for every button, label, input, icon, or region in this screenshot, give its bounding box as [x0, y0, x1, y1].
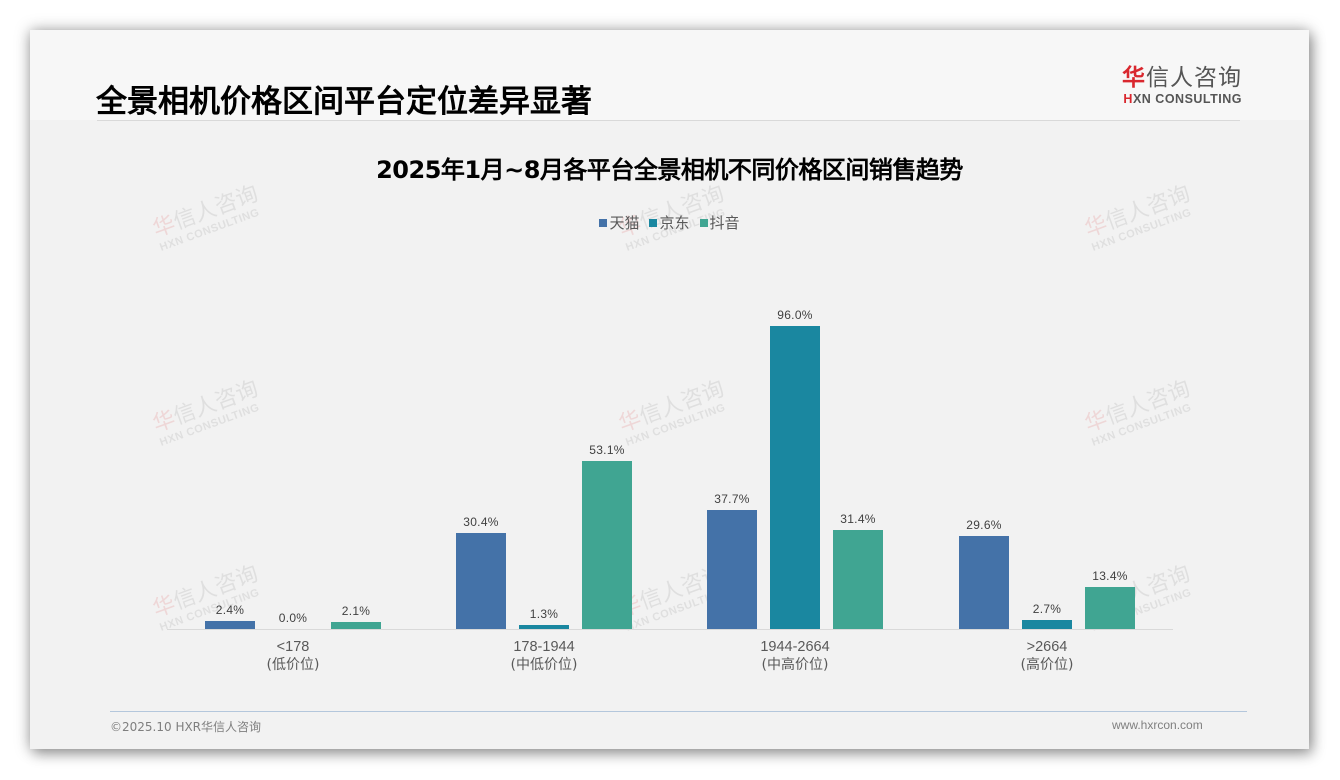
- bar: [1022, 620, 1072, 629]
- logo-en: HXN CONSULTING: [1123, 92, 1242, 106]
- data-label: 2.7%: [1032, 602, 1062, 616]
- bar: [456, 533, 506, 629]
- bar: [519, 625, 569, 629]
- bar: [707, 510, 757, 629]
- slide: 华信人咨询 HXN CONSULTING 华信人咨询 HXN CONSULTIN…: [30, 30, 1309, 749]
- legend-label: 抖音: [709, 214, 740, 232]
- data-label: 31.4%: [840, 512, 876, 526]
- data-label: 29.6%: [966, 518, 1002, 532]
- category-label: <178: [276, 639, 310, 655]
- bar: [205, 621, 255, 629]
- category-sublabel: (中低价位): [510, 657, 578, 673]
- data-label: 53.1%: [589, 443, 625, 457]
- data-label: 30.4%: [463, 515, 499, 529]
- chart-legend: 天猫 京东 抖音: [30, 212, 1309, 233]
- legend-item: 天猫: [599, 212, 639, 233]
- data-label: 0.0%: [278, 611, 308, 625]
- category-sublabel: (中高价位): [761, 657, 829, 673]
- bar: [770, 326, 820, 629]
- data-label: 2.1%: [341, 604, 371, 618]
- bar: [582, 461, 632, 629]
- data-label: 96.0%: [777, 308, 813, 322]
- legend-swatch-icon: [699, 218, 708, 227]
- x-axis-tick-label: 1944-2664 (中高价位): [715, 638, 875, 674]
- legend-swatch-icon: [599, 218, 608, 227]
- data-label: 37.7%: [714, 492, 750, 506]
- x-axis-line: [167, 629, 1173, 630]
- logo-cn: 华信人咨询: [1122, 65, 1242, 91]
- bar: [331, 622, 381, 629]
- bar: [833, 530, 883, 629]
- category-label: >2664: [1026, 639, 1068, 655]
- category-label: 178-1944: [513, 639, 575, 655]
- footer-copyright: ©2025.10 HXR华信人咨询: [110, 720, 262, 734]
- x-axis-tick-label: >2664 (高价位): [967, 638, 1127, 674]
- bar: [1085, 587, 1135, 629]
- bar-chart: 2.4% 0.0% 2.1% <178 (低价位) 30.4% 1.3% 53.1% 178-1…: [30, 30, 1309, 749]
- data-label: 1.3%: [529, 607, 559, 621]
- header-divider: [97, 120, 1240, 121]
- footer-website: www.hxrcon.com: [1112, 718, 1203, 732]
- category-sublabel: (高价位): [1020, 657, 1074, 673]
- legend-label: 天猫: [609, 214, 640, 232]
- legend-swatch-icon: [649, 218, 658, 227]
- legend-label: 京东: [659, 214, 690, 232]
- x-axis-tick-label: <178 (低价位): [213, 638, 373, 674]
- data-label: 2.4%: [215, 603, 245, 617]
- category-sublabel: (低价位): [266, 657, 320, 673]
- slide-header-band: [30, 30, 1309, 120]
- legend-item: 抖音: [699, 212, 740, 233]
- x-axis-tick-label: 178-1944 (中低价位): [464, 638, 624, 674]
- data-label: 13.4%: [1092, 569, 1128, 583]
- company-logo: 华信人咨询 HXN CONSULTING: [1112, 64, 1242, 106]
- footer-divider: [110, 711, 1247, 712]
- chart-title: 2025年1月~8月各平台全景相机不同价格区间销售趋势: [376, 156, 963, 184]
- category-label: 1944-2664: [760, 639, 830, 655]
- bar: [959, 536, 1009, 629]
- legend-item: 京东: [649, 212, 690, 233]
- page-title: 全景相机价格区间平台定位差异显著: [96, 84, 592, 120]
